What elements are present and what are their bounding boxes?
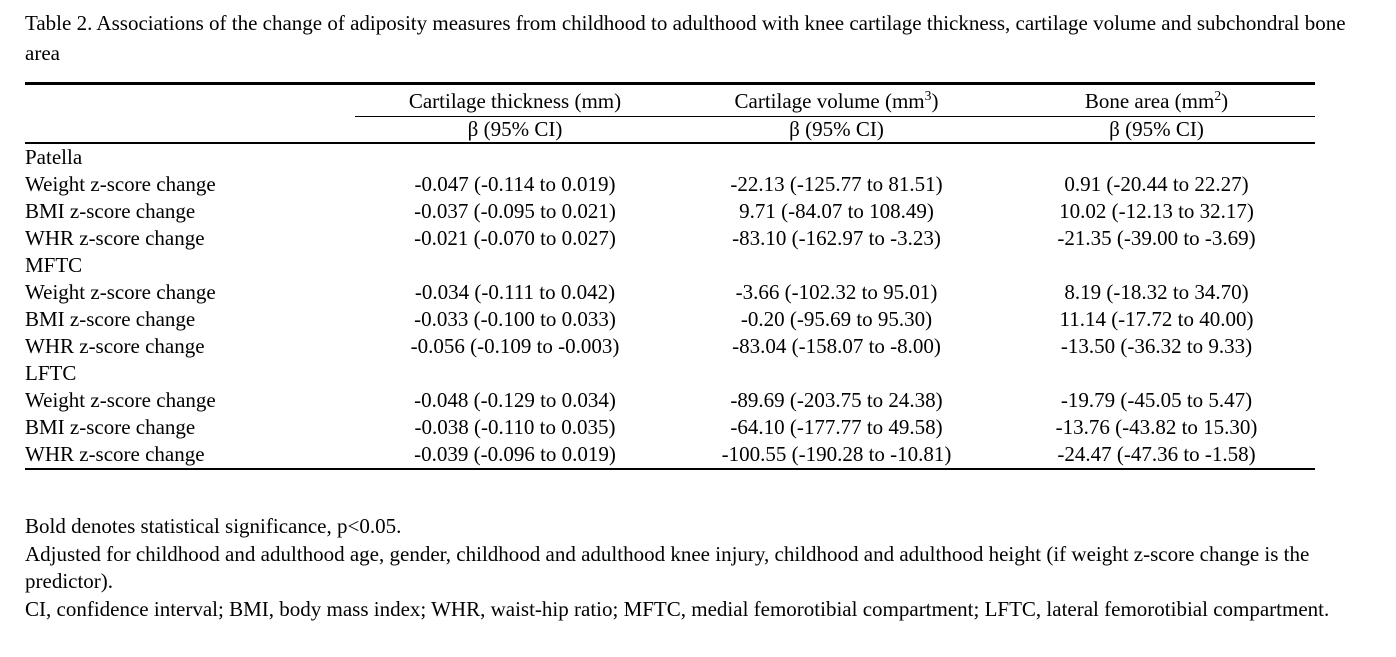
footnote-adjustment: Adjusted for childhood and adulthood age… <box>25 541 1310 594</box>
cell-volume: -0.20 (-95.69 to 95.30) <box>740 307 933 331</box>
cell-volume: -3.66 (-102.32 to 95.01) <box>735 280 938 304</box>
cell-volume: 9.71 (-84.07 to 108.49) <box>739 199 934 223</box>
footnotes: Bold denotes statistical significance, p… <box>25 513 1355 623</box>
table-row: WHR z-score change -0.039 (-0.096 to 0.0… <box>25 441 1315 470</box>
table-row: BMI z-score change -0.038 (-0.110 to 0.0… <box>25 414 1315 441</box>
cell-thickness: -0.037 (-0.095 to 0.021) <box>414 199 616 223</box>
stub-header-cell <box>25 84 355 117</box>
cell-bone: 10.02 (-12.13 to 32.17) <box>1059 199 1254 223</box>
subheader-beta-ci-thickness: β (95% CI) <box>355 116 675 144</box>
table-row: Weight z-score change -0.048 (-0.129 to … <box>25 387 1315 414</box>
subheader-beta-ci-volume: β (95% CI) <box>675 116 998 144</box>
cell-thickness: -0.056 (-0.109 to -0.003) <box>410 334 620 358</box>
superscript: 2 <box>1214 87 1222 103</box>
cell-thickness: -0.047 (-0.114 to 0.019) <box>414 172 616 196</box>
section-label: LFTC <box>25 361 77 385</box>
cell-bone: -13.76 (-43.82 to 15.30) <box>1055 415 1258 439</box>
table-row: WHR z-score change -0.021 (-0.070 to 0.0… <box>25 225 1315 252</box>
cell-bone: 11.14 (-17.72 to 40.00) <box>1059 307 1254 331</box>
col-header-cartilage-volume: Cartilage volume (mm3) <box>675 83 998 117</box>
table-title: Table 2. Associations of the change of a… <box>25 11 1346 65</box>
table-row: BMI z-score change -0.037 (-0.095 to 0.0… <box>25 198 1315 225</box>
cell-bone: -13.50 (-36.32 to 9.33) <box>1060 334 1253 358</box>
row-label: BMI z-score change <box>25 199 196 223</box>
row-label: Weight z-score change <box>25 172 216 196</box>
cell-thickness: -0.033 (-0.100 to 0.033) <box>414 307 616 331</box>
cell-thickness: -0.021 (-0.070 to 0.027) <box>414 226 616 250</box>
cell-thickness: -0.038 (-0.110 to 0.035) <box>414 415 616 439</box>
row-label: BMI z-score change <box>25 415 196 439</box>
section-row-patella: Patella <box>25 143 1315 171</box>
row-label: Weight z-score change <box>25 388 216 412</box>
stub-subheader-cell <box>25 116 355 144</box>
row-label: WHR z-score change <box>25 441 355 470</box>
row-label: WHR z-score change <box>25 334 205 358</box>
section-label: MFTC <box>25 253 83 277</box>
table-row: BMI z-score change -0.033 (-0.100 to 0.0… <box>25 306 1315 333</box>
cell-thickness: -0.039 (-0.096 to 0.019) <box>355 441 675 470</box>
footnote-abbreviations: CI, confidence interval; BMI, body mass … <box>25 596 1330 621</box>
cell-volume: -64.10 (-177.77 to 49.58) <box>730 415 943 439</box>
table-row: Weight z-score change -0.047 (-0.114 to … <box>25 171 1315 198</box>
cell-volume: -22.13 (-125.77 to 81.51) <box>730 172 943 196</box>
cell-bone: -21.35 (-39.00 to -3.69) <box>1057 226 1256 250</box>
column-group-header-row: Cartilage thickness (mm) Cartilage volum… <box>25 83 1315 117</box>
cell-thickness: -0.048 (-0.129 to 0.034) <box>414 388 616 412</box>
subheader-beta-ci-bone: β (95% CI) <box>998 116 1315 144</box>
results-table: Cartilage thickness (mm) Cartilage volum… <box>25 82 1315 470</box>
cell-bone: 8.19 (-18.32 to 34.70) <box>1064 280 1249 304</box>
table-row: WHR z-score change -0.056 (-0.109 to -0.… <box>25 333 1315 360</box>
cell-bone: 0.91 (-20.44 to 22.27) <box>1064 172 1249 196</box>
superscript: 3 <box>924 87 932 103</box>
row-label: BMI z-score change <box>25 307 196 331</box>
cell-volume: -83.10 (-162.97 to -3.23) <box>732 226 941 250</box>
section-label: Patella <box>25 145 83 169</box>
footnote-significance: Bold denotes statistical significance, p… <box>25 514 402 538</box>
subheader-row: β (95% CI) β (95% CI) β (95% CI) <box>25 116 1315 144</box>
cell-volume: -89.69 (-203.75 to 24.38) <box>730 388 943 412</box>
col-header-cartilage-thickness: Cartilage thickness (mm) <box>355 83 675 117</box>
cell-volume: -100.55 (-190.28 to -10.81) <box>675 441 998 470</box>
cell-thickness: -0.034 (-0.111 to 0.042) <box>414 280 616 304</box>
cell-bone: -24.47 (-47.36 to -1.58) <box>998 441 1315 470</box>
page: { "title": "Table 2. Associations of the… <box>0 8 1396 657</box>
row-label: Weight z-score change <box>25 280 216 304</box>
col-header-bone-area: Bone area (mm2) <box>998 83 1315 117</box>
table-row: Weight z-score change -0.034 (-0.111 to … <box>25 279 1315 306</box>
cell-volume: -83.04 (-158.07 to -8.00) <box>732 334 941 358</box>
section-row-lftc: LFTC <box>25 360 1315 387</box>
section-row-mftc: MFTC <box>25 252 1315 279</box>
cell-bone: -19.79 (-45.05 to 5.47) <box>1060 388 1253 412</box>
row-label: WHR z-score change <box>25 226 205 250</box>
